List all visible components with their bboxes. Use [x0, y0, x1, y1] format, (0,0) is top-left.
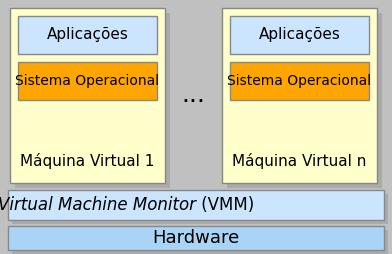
Text: Sistema Operacional: Sistema Operacional	[227, 74, 372, 88]
FancyBboxPatch shape	[230, 62, 369, 100]
FancyBboxPatch shape	[8, 190, 384, 220]
Text: (VMM): (VMM)	[196, 196, 254, 214]
FancyBboxPatch shape	[222, 8, 377, 183]
Text: Hardware: Hardware	[152, 229, 240, 247]
FancyBboxPatch shape	[18, 16, 157, 54]
FancyBboxPatch shape	[230, 16, 369, 54]
FancyBboxPatch shape	[18, 62, 157, 100]
Text: Máquina Virtual 1: Máquina Virtual 1	[20, 153, 155, 169]
FancyBboxPatch shape	[15, 13, 170, 188]
Text: Aplicações: Aplicações	[259, 27, 340, 42]
FancyBboxPatch shape	[12, 230, 388, 254]
Text: ...: ...	[181, 84, 205, 107]
FancyBboxPatch shape	[227, 13, 382, 188]
FancyBboxPatch shape	[12, 194, 388, 224]
Text: Virtual Machine Monitor: Virtual Machine Monitor	[0, 196, 196, 214]
Text: Aplicações: Aplicações	[47, 27, 129, 42]
FancyBboxPatch shape	[10, 8, 165, 183]
FancyBboxPatch shape	[8, 226, 384, 250]
Text: Máquina Virtual n: Máquina Virtual n	[232, 153, 367, 169]
Text: Sistema Operacional: Sistema Operacional	[15, 74, 160, 88]
